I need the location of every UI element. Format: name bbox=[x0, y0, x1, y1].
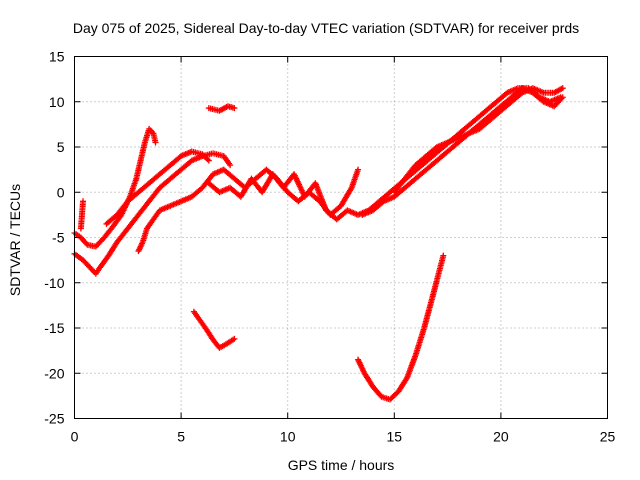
x-tick-label: 5 bbox=[177, 429, 185, 445]
x-axis-label: GPS time / hours bbox=[288, 457, 395, 473]
series-7 bbox=[359, 85, 566, 218]
data-point bbox=[559, 94, 566, 101]
data-point bbox=[355, 166, 362, 173]
data-point bbox=[227, 162, 234, 169]
y-tick-label: 15 bbox=[49, 49, 65, 65]
x-tick-label: 20 bbox=[493, 429, 509, 445]
chart-title: Day 075 of 2025, Sidereal Day-to-day VTE… bbox=[73, 20, 579, 36]
data-point bbox=[558, 95, 565, 102]
y-tick-label: -10 bbox=[44, 275, 64, 291]
y-tick-label: 0 bbox=[57, 184, 65, 200]
data-point bbox=[204, 156, 211, 163]
series-9 bbox=[205, 103, 238, 114]
x-tick-label: 15 bbox=[387, 429, 403, 445]
series-2 bbox=[77, 198, 87, 232]
x-tick-label: 0 bbox=[71, 429, 79, 445]
y-tick-label: -5 bbox=[52, 230, 65, 246]
grid-layer bbox=[74, 56, 608, 419]
data-point bbox=[80, 198, 87, 205]
series-8 bbox=[391, 85, 566, 196]
data-point bbox=[152, 139, 159, 146]
data-layer bbox=[71, 85, 566, 403]
data-point bbox=[559, 85, 566, 92]
y-axis-label: SDTVAR / TECUs bbox=[7, 184, 23, 296]
y-tick-label: -15 bbox=[44, 320, 64, 336]
plot-frame bbox=[74, 56, 608, 419]
series-3 bbox=[71, 150, 234, 277]
x-tick-label: 10 bbox=[280, 429, 296, 445]
x-tick-label: 25 bbox=[600, 429, 616, 445]
series-4 bbox=[103, 148, 212, 227]
y-tick-label: 10 bbox=[49, 94, 65, 110]
data-point bbox=[440, 252, 447, 259]
y-tick-label: -20 bbox=[44, 365, 64, 381]
tick-layer: 0 5 10 15 20 25 -25 -20 -15 -10 -5 0 5 10 15 bbox=[44, 49, 615, 445]
data-point bbox=[231, 335, 238, 342]
series-1 bbox=[71, 125, 159, 250]
series-10 bbox=[190, 308, 238, 351]
series-11 bbox=[355, 252, 447, 403]
y-tick-label: -25 bbox=[44, 411, 64, 427]
y-tick-label: 5 bbox=[57, 139, 65, 155]
data-point bbox=[231, 105, 238, 112]
data-point bbox=[205, 157, 212, 164]
